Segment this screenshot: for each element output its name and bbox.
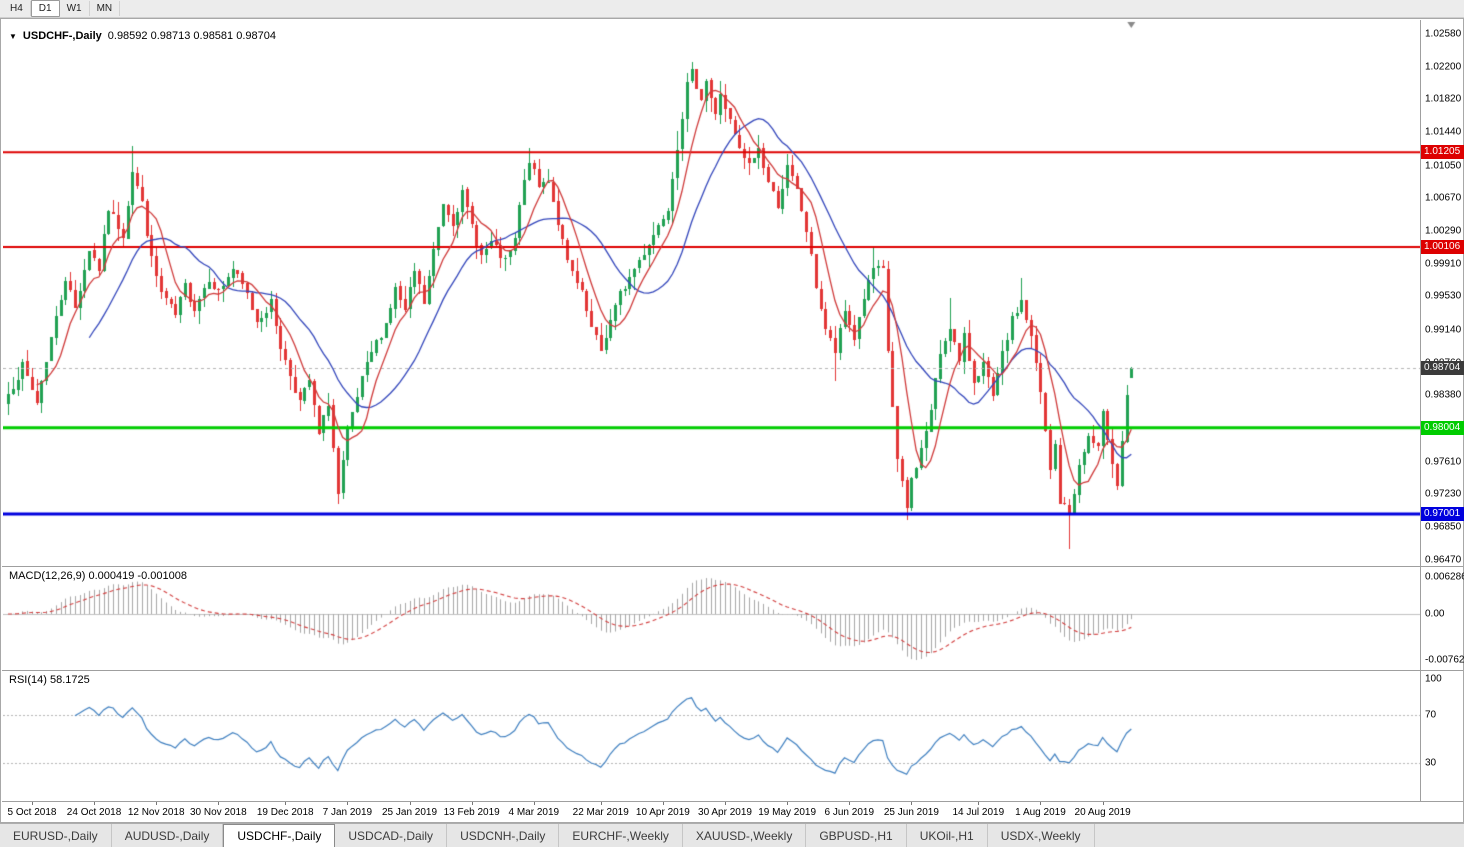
price-line-label: 0.98004	[1421, 420, 1464, 435]
price-axis-label: 1.01050	[1425, 160, 1462, 172]
price-axis-label: 0.96850	[1425, 521, 1462, 533]
date-tick	[285, 802, 287, 805]
chart-tab-usdcnh-daily[interactable]: USDCNH-,Daily	[447, 824, 560, 847]
date-axis-label: 24 Oct 2018	[66, 807, 122, 818]
date-axis-label: 1 Aug 2019	[1015, 807, 1066, 818]
panel-separator	[2, 801, 1463, 802]
date-tick	[662, 802, 664, 805]
chart-tab-bar: EURUSD-,Daily AUDUSD-,Daily USDCHF-,Daily U…	[0, 823, 1464, 847]
date-axis-label: 10 Apr 2019	[635, 807, 690, 818]
date-tick	[787, 802, 789, 805]
date-tick	[911, 802, 913, 805]
price-line-label: 1.01205	[1421, 145, 1464, 160]
chart-ohlc-values: 0.98592 0.98713 0.98581 0.98704	[107, 30, 276, 42]
chart-tab-gbpusd-h1[interactable]: GBPUSD-,H1	[806, 824, 907, 847]
date-tick	[978, 802, 980, 805]
price-axis-separator	[1420, 20, 1421, 801]
date-axis-label: 19 Dec 2018	[256, 807, 314, 818]
price-axis-label: 1.00670	[1425, 192, 1462, 204]
date-tick	[533, 802, 535, 805]
price-axis-label: 0.98380	[1425, 389, 1462, 401]
current-price-label: 0.98704	[1421, 360, 1464, 375]
chart-title: ▼ USDCHF-,Daily 0.98592 0.98713 0.98581 …	[9, 30, 276, 42]
date-axis-label: 12 Nov 2018	[127, 807, 185, 818]
macd-indicator-label: MACD(12,26,9) 0.000419 -0.001008	[9, 570, 187, 582]
macd-axis-label: 0.006286	[1425, 571, 1464, 583]
date-tick	[218, 802, 220, 805]
rsi-axis-label: 70	[1425, 709, 1437, 721]
macd-axis-label: 0.00	[1425, 608, 1445, 620]
price-axis-label: 0.99530	[1425, 290, 1462, 302]
chart-window: ▼ USDCHF-,Daily 0.98592 0.98713 0.98581 …	[0, 18, 1464, 823]
price-axis-label: 1.01440	[1425, 126, 1462, 138]
timeframe-button-mn[interactable]: MN	[90, 1, 121, 16]
date-tick	[409, 802, 411, 805]
price-axis-label: 0.97230	[1425, 488, 1462, 500]
price-axis-label: 1.02580	[1425, 28, 1462, 40]
price-axis-label: 1.01820	[1425, 93, 1462, 105]
price-line-label: 0.97001	[1421, 507, 1464, 522]
date-axis-label: 7 Jan 2019	[322, 807, 373, 818]
chart-tab-audusd-daily[interactable]: AUDUSD-,Daily	[112, 824, 224, 847]
price-axis-label: 1.02200	[1425, 61, 1462, 73]
rsi-axis-label: 30	[1425, 757, 1437, 769]
date-axis-label: 30 Nov 2018	[189, 807, 247, 818]
date-axis-label: 6 Jun 2019	[824, 807, 875, 818]
date-axis-label: 14 Jul 2019	[952, 807, 1005, 818]
date-axis-label: 5 Oct 2018	[7, 807, 57, 818]
date-tick	[156, 802, 158, 805]
date-axis: 5 Oct 2018 24 Oct 2018 12 Nov 2018 30 Nov 2…	[2, 802, 1463, 822]
chart-tab-usdx-weekly[interactable]: USDX-,Weekly	[988, 824, 1095, 847]
price-axis-label: 0.97610	[1425, 456, 1462, 468]
date-tick	[1040, 802, 1042, 805]
date-axis-label: 13 Feb 2019	[443, 807, 500, 818]
date-tick	[471, 802, 473, 805]
date-axis-label: 20 Aug 2019	[1074, 807, 1131, 818]
price-axis-label: 1.00290	[1425, 225, 1462, 237]
chevron-down-icon[interactable]: ▼	[9, 31, 17, 41]
date-tick	[347, 802, 349, 805]
chart-tab-ukoil-h1[interactable]: UKOil-,H1	[907, 824, 988, 847]
chart-tab-usdchf-daily[interactable]: USDCHF-,Daily	[223, 824, 336, 847]
date-axis-label: 4 Mar 2019	[508, 807, 560, 818]
date-axis-label: 30 Apr 2019	[698, 807, 752, 818]
timeframe-toolbar: H4 D1 W1 MN	[0, 0, 1464, 18]
date-tick	[849, 802, 851, 805]
date-tick	[31, 802, 33, 805]
timeframe-button-d1[interactable]: D1	[30, 0, 60, 17]
price-axis: 1.02580 1.02200 1.01820 1.01440 1.01050 1.006…	[1421, 20, 1464, 801]
date-tick	[725, 802, 726, 805]
rsi-panel-canvas[interactable]	[3, 671, 1420, 801]
macd-axis-label: -0.00762	[1425, 654, 1464, 666]
date-axis-label: 22 Mar 2019	[572, 807, 629, 818]
chart-symbol-label: USDCHF-,Daily	[22, 30, 102, 42]
timeframe-button-w1[interactable]: W1	[60, 1, 90, 16]
price-line-label: 1.00106	[1421, 239, 1464, 254]
macd-panel-canvas[interactable]	[3, 567, 1420, 670]
date-axis-label: 25 Jan 2019	[381, 807, 438, 818]
rsi-indicator-label: RSI(14) 58.1725	[9, 674, 90, 686]
chart-tab-usdcad-daily[interactable]: USDCAD-,Daily	[335, 824, 448, 847]
chart-tab-eurchf-weekly[interactable]: EURCHF-,Weekly	[559, 824, 683, 847]
chart-tab-eurusd-daily[interactable]: EURUSD-,Daily	[0, 824, 112, 847]
date-tick	[94, 802, 96, 805]
price-axis-label: 0.99910	[1425, 258, 1462, 270]
timeframe-button-h4[interactable]: H4	[3, 1, 31, 16]
panel-separator	[2, 670, 1463, 671]
price-axis-label: 0.96470	[1425, 554, 1462, 566]
panel-separator	[2, 566, 1463, 567]
main-chart-canvas[interactable]	[3, 20, 1420, 566]
chart-tab-xauusd-weekly[interactable]: XAUUSD-,Weekly	[683, 824, 807, 847]
price-axis-label: 0.99140	[1425, 324, 1462, 336]
date-axis-label: 25 Jun 2019	[883, 807, 939, 818]
date-tick	[600, 802, 602, 805]
rsi-axis-label: 100	[1425, 673, 1442, 685]
date-axis-label: 19 May 2019	[758, 807, 817, 818]
date-tick	[1102, 802, 1104, 805]
